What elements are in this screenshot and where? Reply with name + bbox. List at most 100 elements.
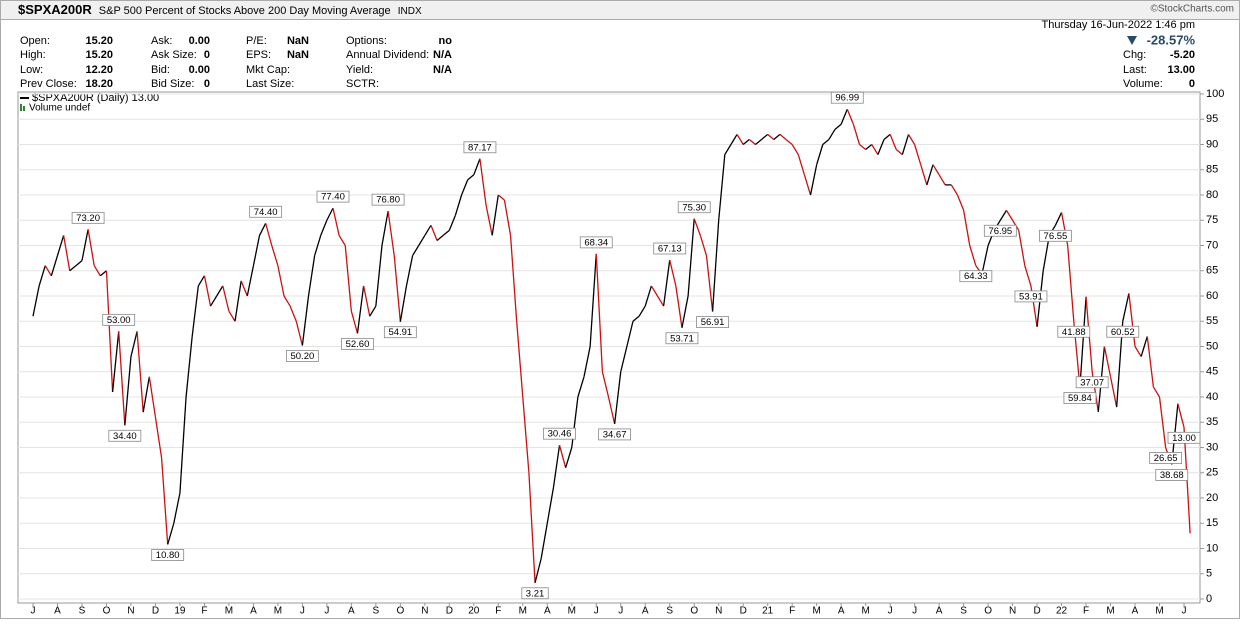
line-segment: [295, 321, 304, 346]
line-segment: [50, 255, 59, 276]
value-label-box: [521, 587, 549, 600]
quote-value: -5.20: [1170, 49, 1195, 61]
line-segment: [742, 138, 750, 146]
value-label: 64.33: [964, 271, 988, 282]
y-tick-label: 75: [1206, 214, 1218, 226]
line-segment: [479, 158, 487, 206]
y-tick-label: 100: [1206, 88, 1224, 100]
value-label: 67.13: [658, 244, 682, 255]
line-segment: [118, 331, 126, 426]
line-segment: [822, 138, 830, 146]
value-label-box: [653, 242, 687, 255]
x-tick-label: O: [984, 606, 992, 617]
x-tick-label: 20: [468, 606, 480, 617]
y-tick-label: 0: [1206, 593, 1212, 605]
line-segment: [969, 245, 977, 266]
quote-label: Low:: [20, 64, 43, 76]
quote-label: Annual Dividend:: [346, 49, 429, 61]
line-segment: [522, 396, 530, 473]
line-segment: [326, 207, 334, 221]
x-tick-label: F: [201, 606, 207, 617]
line-segment: [932, 164, 940, 176]
x-tick-label: A: [642, 606, 649, 617]
line-segment: [809, 164, 818, 196]
x-tick-label: A: [54, 606, 61, 617]
value-label-box: [1057, 325, 1091, 338]
line-segment: [81, 229, 89, 261]
line-segment: [307, 255, 316, 297]
x-tick-label: J: [324, 606, 329, 617]
value-label: 96.99: [835, 93, 859, 104]
x-tick-label: M: [225, 606, 233, 617]
y-tick-label: 70: [1206, 239, 1218, 251]
line-segment: [234, 280, 242, 322]
quote-value: no: [439, 35, 453, 47]
line-segment: [185, 336, 193, 398]
x-tick-label: A: [1132, 606, 1139, 617]
line-segment: [436, 234, 444, 241]
line-segment: [369, 305, 377, 317]
value-label-box: [71, 211, 105, 224]
x-tick-label: J: [594, 606, 599, 617]
x-tick-label: A: [936, 606, 943, 617]
line-segment: [467, 174, 475, 181]
line-segment: [381, 211, 389, 246]
line-segment: [565, 447, 573, 468]
x-tick-label: S: [373, 606, 380, 617]
line-segment: [350, 310, 359, 334]
line-segment: [412, 245, 420, 256]
value-label-box: [108, 429, 142, 442]
x-tick-label: J: [888, 606, 893, 617]
value-label: 3.21: [526, 588, 545, 599]
line-segment: [338, 235, 346, 246]
line-segment: [1134, 346, 1142, 357]
line-segment: [926, 164, 934, 186]
value-label-box: [1106, 325, 1140, 338]
line-segment: [430, 225, 438, 241]
value-label-box: [102, 313, 136, 326]
x-tick-label: A: [544, 606, 551, 617]
line-segment: [962, 210, 971, 246]
symbol: $SPXA200R: [18, 2, 92, 17]
line-segment: [209, 295, 218, 307]
line-segment: [595, 253, 604, 372]
y-tick-label: 35: [1206, 416, 1218, 428]
value-label-box: [959, 270, 993, 283]
line-segment: [767, 133, 775, 140]
quote-label: EPS:: [246, 49, 271, 61]
volume-swatch: [23, 106, 25, 111]
line-segment: [44, 265, 52, 277]
line-segment: [632, 315, 640, 322]
y-tick-label: 80: [1206, 189, 1218, 201]
x-tick-label: N: [715, 606, 722, 617]
value-label-box: [1039, 229, 1072, 242]
quote-value: N/A: [433, 64, 452, 76]
quote-label: Bid:: [151, 64, 170, 76]
value-label-box: [249, 205, 283, 218]
line-segment: [791, 144, 799, 155]
line-segment: [693, 218, 701, 236]
line-segment: [387, 211, 395, 256]
value-label: 59.84: [1068, 393, 1092, 404]
y-tick-label: 15: [1206, 517, 1218, 529]
line-segment: [1103, 346, 1112, 377]
exchange: INDX: [398, 6, 422, 17]
line-segment: [87, 229, 95, 266]
line-segment: [1024, 265, 1032, 287]
quote-label: Open:: [20, 35, 50, 47]
y-tick-label: 30: [1206, 441, 1218, 453]
line-segment: [816, 144, 824, 165]
quote-label: Prev Close:: [20, 78, 77, 90]
x-tick-label: A: [348, 606, 355, 617]
line-segment: [1005, 210, 1014, 221]
line-segment: [405, 255, 414, 287]
x-tick-label: S: [666, 606, 673, 617]
quote-label: Chg:: [1123, 49, 1146, 61]
x-tick-label: F: [1083, 606, 1089, 617]
value-label: 76.80: [376, 195, 400, 206]
y-tick-label: 55: [1206, 315, 1218, 327]
line-segment: [179, 396, 187, 493]
value-label-box: [830, 91, 864, 104]
value-label: 75.30: [682, 202, 706, 213]
line-segment: [314, 235, 322, 256]
